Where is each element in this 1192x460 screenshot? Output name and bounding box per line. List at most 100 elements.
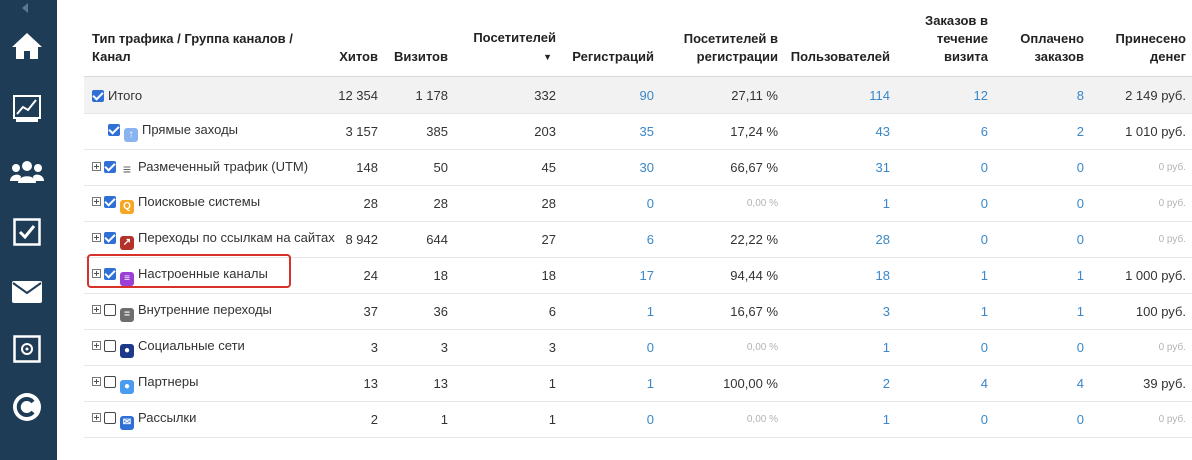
cell-orders-in-visit[interactable]: 0 — [896, 149, 994, 186]
channel-name[interactable]: Итого — [108, 87, 143, 103]
cell-registrations[interactable]: 17 — [562, 257, 660, 294]
cell-users[interactable]: 3 — [784, 293, 896, 330]
header-channel[interactable]: Тип трафика / Группа каналов / Канал — [84, 0, 304, 77]
cell-visits: 3 — [384, 329, 454, 366]
channel-name[interactable]: Прямые заходы — [142, 121, 239, 137]
cell-visits: 1 178 — [384, 76, 454, 114]
header-visits[interactable]: Визитов — [384, 0, 454, 77]
expand-icon[interactable] — [92, 232, 101, 242]
cell-users[interactable]: 1 — [784, 401, 896, 438]
cell-visitors-reg: 94,44 % — [660, 257, 784, 294]
sort-desc-icon: ▼ — [543, 52, 552, 62]
mail-icon[interactable] — [8, 273, 46, 311]
safe-icon[interactable] — [8, 330, 46, 368]
cell-orders-paid[interactable]: 1 — [994, 257, 1090, 294]
chart-icon[interactable] — [8, 90, 46, 128]
row-checkbox[interactable] — [104, 161, 116, 173]
row-checkbox[interactable] — [104, 375, 116, 388]
cell-users[interactable]: 114 — [784, 76, 896, 114]
cell-orders-in-visit[interactable]: 0 — [896, 329, 994, 366]
cell-registrations[interactable]: 35 — [562, 113, 660, 150]
cell-registrations[interactable]: 0 — [562, 185, 660, 222]
cell-orders-in-visit[interactable]: 0 — [896, 221, 994, 258]
cell-registrations[interactable]: 1 — [562, 365, 660, 402]
cell-hits: 13 — [304, 365, 384, 402]
cell-visitors: 332 — [454, 76, 562, 114]
cell-visitors: 1 — [454, 365, 562, 402]
header-users[interactable]: Пользователей — [784, 0, 896, 77]
row-checkbox[interactable] — [104, 231, 116, 244]
cell-money: 1 010 руб. — [1090, 113, 1192, 150]
channel-name[interactable]: Внутренние переходы — [138, 301, 272, 317]
cell-orders-paid[interactable]: 0 — [994, 149, 1090, 186]
expand-icon[interactable] — [92, 268, 101, 278]
cell-hits: 148 — [304, 149, 384, 186]
row-checkbox[interactable] — [104, 195, 116, 208]
cell-registrations[interactable]: 1 — [562, 293, 660, 330]
header-registrations[interactable]: Регистраций — [562, 0, 660, 77]
cell-registrations[interactable]: 90 — [562, 76, 660, 114]
row-checkbox[interactable] — [104, 303, 116, 316]
channel-name[interactable]: Настроенные каналы — [138, 265, 268, 281]
cell-orders-in-visit[interactable]: 1 — [896, 257, 994, 294]
cell-users[interactable]: 31 — [784, 149, 896, 186]
header-hits[interactable]: Хитов — [304, 0, 384, 77]
cell-users[interactable]: 1 — [784, 329, 896, 366]
header-money[interactable]: Принесено денег — [1090, 0, 1192, 77]
channel-name[interactable]: Размеченный трафик (UTM) — [138, 159, 309, 174]
expand-icon[interactable] — [92, 196, 101, 206]
users-icon[interactable] — [8, 153, 46, 191]
brand-c-icon[interactable] — [8, 388, 46, 426]
cell-visitors: 18 — [454, 257, 562, 294]
cell-users[interactable]: 43 — [784, 113, 896, 150]
header-visitors[interactable]: Посетителей ▼ — [454, 0, 562, 77]
cell-orders-in-visit[interactable]: 4 — [896, 365, 994, 402]
table-row: = Внутренние переходы 37 36 6 1 16,67 % 3 1 1 100 … — [84, 293, 1192, 330]
header-orders-paid[interactable]: Оплачено заказов — [994, 0, 1090, 77]
cell-users[interactable]: 18 — [784, 257, 896, 294]
channel-name[interactable]: Партнеры — [138, 373, 199, 389]
cell-orders-paid[interactable]: 0 — [994, 221, 1090, 258]
expand-icon[interactable] — [92, 340, 101, 350]
expand-icon[interactable] — [92, 162, 101, 171]
channel-name[interactable]: Поисковые системы — [138, 193, 261, 209]
cell-orders-paid[interactable]: 0 — [994, 185, 1090, 222]
expand-icon[interactable] — [92, 376, 101, 386]
cell-users[interactable]: 28 — [784, 221, 896, 258]
cell-registrations[interactable]: 6 — [562, 221, 660, 258]
header-orders-in-visit[interactable]: Заказов в течение визита — [896, 0, 994, 77]
cell-visits: 385 — [384, 113, 454, 150]
home-icon[interactable] — [8, 27, 46, 65]
cell-orders-in-visit[interactable]: 12 — [896, 76, 994, 114]
cell-orders-paid[interactable]: 0 — [994, 401, 1090, 438]
cell-orders-paid[interactable]: 4 — [994, 365, 1090, 402]
cell-orders-paid[interactable]: 2 — [994, 113, 1090, 150]
cell-visitors-reg: 0,00 % — [660, 185, 784, 222]
cell-users[interactable]: 2 — [784, 365, 896, 402]
row-checkbox[interactable] — [104, 339, 116, 352]
channel-name[interactable]: Социальные сети — [138, 337, 245, 353]
cell-orders-paid[interactable]: 8 — [994, 76, 1090, 114]
cell-registrations[interactable]: 0 — [562, 401, 660, 438]
cell-orders-paid[interactable]: 0 — [994, 329, 1090, 366]
collapse-arrow-icon[interactable] — [18, 0, 32, 13]
cell-users[interactable]: 1 — [784, 185, 896, 222]
cell-orders-in-visit[interactable]: 6 — [896, 113, 994, 150]
row-checkbox[interactable] — [104, 411, 116, 424]
channel-name[interactable]: Переходы по ссылкам на сайтах — [138, 229, 335, 245]
row-checkbox[interactable] — [92, 89, 104, 102]
cell-orders-in-visit[interactable]: 1 — [896, 293, 994, 330]
expand-icon[interactable] — [92, 304, 101, 314]
cell-hits: 3 157 — [304, 113, 384, 150]
expand-icon[interactable] — [92, 412, 101, 422]
cell-orders-in-visit[interactable]: 0 — [896, 185, 994, 222]
cell-registrations[interactable]: 30 — [562, 149, 660, 186]
cell-orders-in-visit[interactable]: 0 — [896, 401, 994, 438]
row-checkbox[interactable] — [108, 123, 120, 136]
header-visitors-reg[interactable]: Посетителей в регистрации — [660, 0, 784, 77]
row-checkbox[interactable] — [104, 267, 116, 280]
cell-orders-paid[interactable]: 1 — [994, 293, 1090, 330]
channel-name[interactable]: Рассылки — [138, 409, 197, 425]
cell-registrations[interactable]: 0 — [562, 329, 660, 366]
checkbox-icon[interactable] — [8, 213, 46, 251]
